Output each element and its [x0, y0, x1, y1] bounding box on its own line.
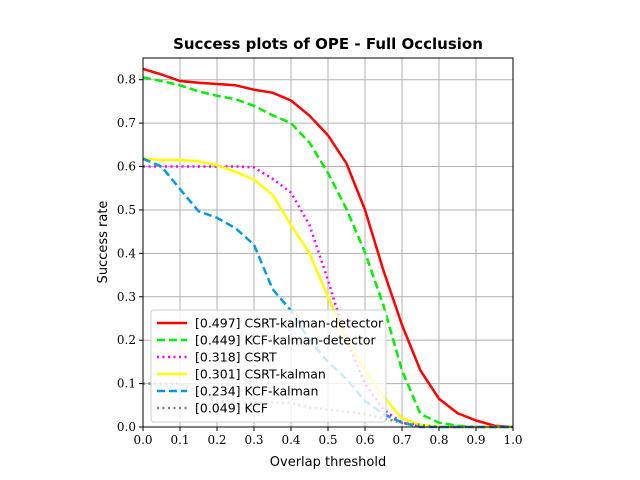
legend-label-3: [0.301] CSRT-kalman	[195, 367, 326, 382]
legend-label-1: [0.449] KCF-kalman-detector	[195, 333, 377, 348]
y-axis-ticks: 0.0 0.1 0.2 0.3 0.4 0.5 0.6 0.7 0.8	[117, 73, 143, 434]
x-tick-label: 0.0	[133, 433, 152, 447]
x-tick-label: 0.6	[355, 433, 374, 447]
y-tick-label: 0.5	[117, 203, 136, 217]
x-tick-label: 0.7	[392, 433, 411, 447]
x-axis-ticks: 0.0 0.1 0.2 0.3 0.4 0.5 0.6 0.7 0.8 0.9 1.0	[133, 427, 523, 447]
x-tick-label: 0.1	[170, 433, 189, 447]
legend-label-2: [0.318] CSRT	[195, 350, 277, 365]
y-tick-label: 0.3	[117, 290, 136, 304]
x-tick-label: 0.5	[318, 433, 337, 447]
y-tick-label: 0.1	[117, 377, 136, 391]
x-tick-label: 0.3	[244, 433, 263, 447]
x-tick-label: 1.0	[503, 433, 522, 447]
y-tick-label: 0.2	[117, 333, 136, 347]
series-line-2	[143, 165, 513, 429]
y-tick-label: 0.6	[117, 160, 136, 174]
y-tick-label: 0.0	[117, 420, 136, 434]
x-tick-label: 0.8	[429, 433, 448, 447]
legend: [0.497] CSRT-kalman-detector [0.449] KCF-…	[150, 309, 387, 423]
y-axis-label: Success rate	[96, 201, 111, 284]
x-tick-label: 0.9	[466, 433, 485, 447]
legend-box	[150, 309, 387, 423]
series-line-1	[142, 76, 513, 429]
legend-label-4: [0.234] KCF-kalman	[195, 384, 318, 399]
series-line-0	[142, 67, 514, 429]
y-tick-label: 0.4	[117, 246, 136, 260]
legend-label-0: [0.497] CSRT-kalman-detector	[195, 316, 384, 331]
y-tick-label: 0.7	[117, 116, 136, 130]
x-tick-label: 0.2	[207, 433, 226, 447]
x-tick-label: 0.4	[281, 433, 300, 447]
legend-label-5: [0.049] KCF	[195, 401, 268, 416]
x-axis-label: Overlap threshold	[270, 455, 386, 470]
y-tick-label: 0.8	[117, 73, 136, 87]
chart-title: Success plots of OPE - Full Occlusion	[173, 35, 483, 53]
